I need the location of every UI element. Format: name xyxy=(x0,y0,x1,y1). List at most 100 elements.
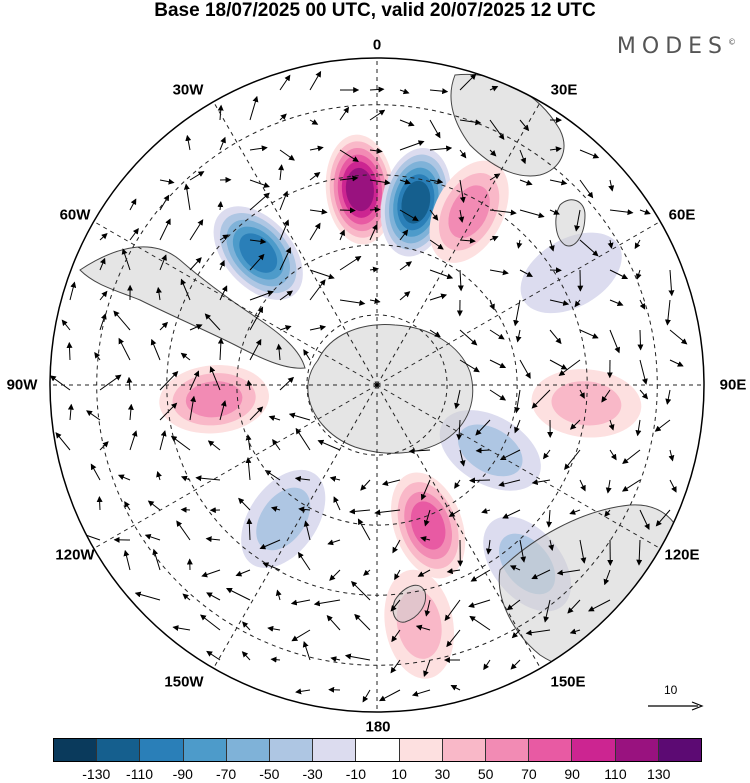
lon-label-0: 0 xyxy=(372,36,382,54)
colorbar-labels: -130 -110 -90 -70 -50 -30 -10 10 30 50 70 90 110 130 xyxy=(53,766,702,782)
wind-arrow xyxy=(264,470,281,481)
wind-arrow xyxy=(475,419,491,436)
wind-arrow xyxy=(272,438,281,451)
wind-arrow xyxy=(569,419,581,430)
wind-arrow xyxy=(399,140,425,151)
colorbar-tick-label: -70 xyxy=(215,766,237,782)
colorbar-tick-label: -130 xyxy=(82,766,111,782)
wind-arrow xyxy=(259,539,281,550)
wind-arrow xyxy=(399,178,411,185)
colorbar-tick-label: 70 xyxy=(521,766,537,782)
wind-arrow xyxy=(249,338,262,361)
wind-arrow xyxy=(134,591,161,601)
wind-arrow xyxy=(217,201,224,211)
wind-arrow xyxy=(99,441,109,451)
wind-arrow xyxy=(668,449,675,462)
colorbar xyxy=(53,738,702,762)
wind-arrow xyxy=(249,179,270,188)
wind-arrow xyxy=(489,329,505,340)
wind-arrow xyxy=(180,352,191,361)
wind-arrow xyxy=(295,427,311,451)
anomaly-contour xyxy=(401,180,431,224)
wind-arrow xyxy=(519,149,527,165)
wind-arrow xyxy=(448,509,461,517)
wind-arrow xyxy=(542,449,551,460)
wind-arrow xyxy=(309,222,321,241)
wind-arrow xyxy=(238,497,251,511)
wind-arrow xyxy=(609,299,624,307)
colorbar-swatch xyxy=(572,739,616,761)
wind-arrow xyxy=(330,656,341,663)
wind-arrow xyxy=(69,281,77,301)
wind-arrow xyxy=(99,313,107,331)
wind-arrow xyxy=(67,403,74,421)
wind-arrow xyxy=(249,145,268,152)
wind-arrow xyxy=(339,175,359,182)
wind-arrow xyxy=(217,337,224,361)
wind-arrow xyxy=(579,329,599,339)
wind-arrow xyxy=(374,509,401,516)
wind-arrow xyxy=(603,569,611,586)
wind-arrow xyxy=(123,549,131,571)
wind-arrow xyxy=(639,389,649,400)
wind-arrow xyxy=(339,106,350,121)
wind-arrow xyxy=(226,588,251,601)
reference-vector-arrow xyxy=(648,701,704,711)
wind-arrow xyxy=(390,599,401,612)
wind-arrow xyxy=(519,179,533,186)
wind-arrow xyxy=(209,366,221,391)
colorbar-swatch xyxy=(270,739,314,761)
anomaly-contour xyxy=(448,185,490,239)
wind-arrow xyxy=(159,254,167,271)
wind-arrow xyxy=(270,656,281,663)
wind-arrow xyxy=(369,86,385,93)
wind-arrow xyxy=(369,179,391,186)
wind-arrow xyxy=(249,192,270,211)
wind-arrow xyxy=(579,389,585,399)
wind-arrow xyxy=(511,629,521,639)
wind-arrow xyxy=(183,183,191,211)
wind-arrow xyxy=(150,338,161,361)
wind-arrow xyxy=(429,119,441,139)
colorbar-swatch xyxy=(183,739,227,761)
wind-arrow xyxy=(249,253,265,271)
wind-arrow xyxy=(579,179,594,199)
wind-arrow xyxy=(543,599,551,623)
wind-arrow xyxy=(170,435,191,451)
wind-arrow xyxy=(129,198,137,211)
wind-arrow xyxy=(219,400,227,421)
wind-arrow xyxy=(369,206,381,213)
map-title: Base 18/07/2025 00 UTC, valid 20/07/2025… xyxy=(154,0,596,21)
wind-arrow xyxy=(363,569,371,576)
antarctica-landmass xyxy=(307,324,474,454)
wind-arrow xyxy=(489,149,497,157)
wind-arrow xyxy=(429,88,449,95)
colorbar-swatch xyxy=(356,739,400,761)
wind-arrow xyxy=(294,475,311,482)
colorbar-tick-label: 10 xyxy=(391,766,407,782)
wind-arrow xyxy=(621,479,641,492)
reference-vector-label: 10 xyxy=(664,683,678,697)
wind-arrow xyxy=(548,239,555,252)
wind-arrow xyxy=(607,239,614,249)
wind-arrow xyxy=(288,412,311,421)
wind-arrow xyxy=(219,234,229,241)
wind-arrow xyxy=(159,218,171,241)
wind-arrow xyxy=(549,179,568,186)
wind-arrow xyxy=(489,389,507,401)
latitude-circle xyxy=(306,314,448,456)
wind-arrow xyxy=(309,279,326,301)
wind-arrow xyxy=(278,164,285,181)
lon-label-180: 180 xyxy=(365,718,391,736)
wind-arrow xyxy=(369,297,381,304)
colorbar-tick-label: -50 xyxy=(259,766,280,782)
meridian-line xyxy=(213,101,378,386)
wind-arrow xyxy=(200,614,221,631)
wind-arrow xyxy=(279,247,291,271)
wind-arrow xyxy=(249,290,274,301)
wind-arrow xyxy=(556,569,581,576)
wind-arrow xyxy=(574,209,581,232)
wind-arrow xyxy=(99,290,108,301)
wind-arrow xyxy=(113,310,131,331)
wind-arrow xyxy=(639,299,646,310)
